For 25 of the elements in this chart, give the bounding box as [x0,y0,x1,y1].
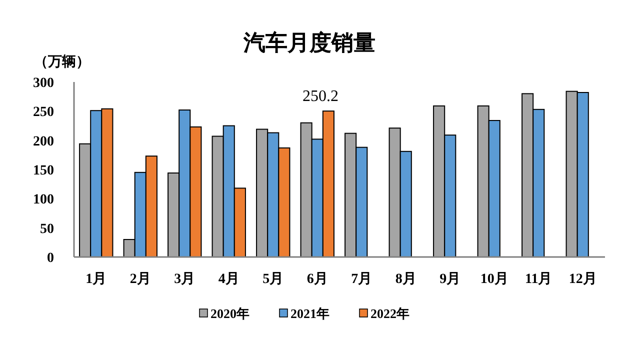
x-tick-label: 5月 [262,272,284,287]
y-axis-title: （万辆） [34,54,90,70]
chart-title: 汽车月度销量 [242,30,376,55]
y-tick-label: 0 [47,251,54,266]
x-tick-label: 12月 [568,272,597,287]
y-tick-label: 250 [33,105,54,120]
y-tick-label: 100 [33,192,54,208]
x-tick-label: 7月 [351,272,372,287]
x-tick-label: 8月 [395,272,416,287]
y-tick-label: 150 [33,164,54,178]
x-tick-label: 2月 [130,272,151,287]
x-tick-label: 9月 [440,272,461,287]
y-tick-label: 300 [33,76,54,91]
x-tick-label: 1月 [86,272,107,287]
y-tick-label: 200 [33,134,54,150]
legend-label: 2020年 [210,306,250,321]
x-tick-label: 4月 [218,272,240,287]
x-tick-label: 3月 [174,272,196,287]
legend-label: 2022年 [370,306,410,321]
x-tick-label: 10月 [480,272,508,287]
x-tick-label: 6月 [306,272,328,287]
legend-label: 2021年 [290,306,330,321]
data-label: 250.2 [302,88,338,106]
y-tick-label: 50 [40,222,54,237]
x-tick-label: 11月 [525,272,552,287]
